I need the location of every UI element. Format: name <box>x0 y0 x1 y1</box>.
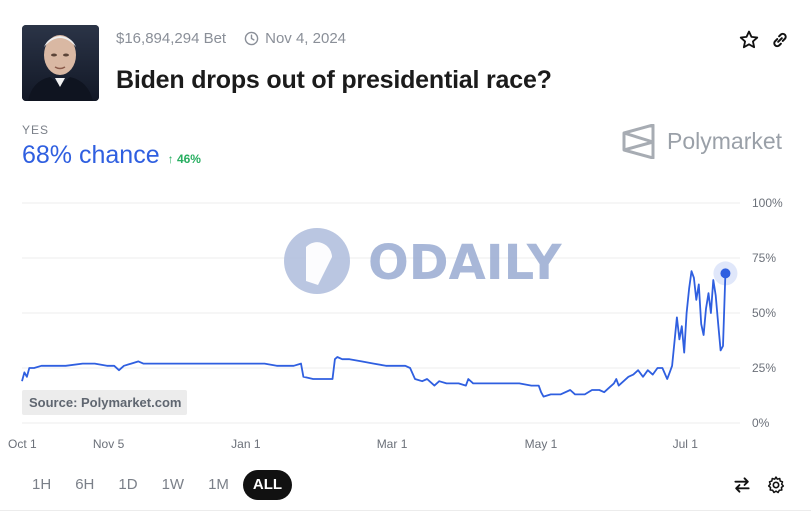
brand-name: Polymarket <box>667 128 783 154</box>
x-tick-label: May 1 <box>525 437 558 451</box>
brand: Polymarket <box>622 124 782 159</box>
y-tick-label: 75% <box>752 251 776 265</box>
x-tick-label: Jul 1 <box>673 437 699 451</box>
series-line <box>21 261 738 398</box>
chance-display: 68% chance ↑ 46% <box>22 141 201 170</box>
star-icon[interactable] <box>738 29 760 51</box>
time-button-1m[interactable]: 1M <box>208 476 229 493</box>
last-point <box>720 268 731 279</box>
x-axis: Oct 1 Nov 5 Jan 1 Mar 1 May 1 Jul 1 <box>8 437 698 451</box>
x-tick-label: Oct 1 <box>8 437 37 451</box>
market-meta: $16,894,294 Bet Nov 4, 2024 <box>116 30 346 47</box>
time-button-1d[interactable]: 1D <box>118 476 138 493</box>
chart-grid <box>22 202 740 424</box>
x-tick-label: Mar 1 <box>377 437 408 451</box>
y-axis: 0% 25% 50% 75% 100% <box>752 196 783 430</box>
time-button-all[interactable]: ALL <box>242 470 293 500</box>
y-tick-label: 25% <box>752 361 776 375</box>
watermark-text: ODAILY <box>368 235 563 291</box>
link-icon[interactable] <box>769 29 791 51</box>
clock-icon <box>244 31 259 46</box>
time-button-6h[interactable]: 6H <box>75 476 95 493</box>
time-range-selector: 1H 6H 1D 1W 1M ALL <box>22 470 296 500</box>
gear-icon[interactable] <box>765 474 787 496</box>
x-tick-label: Nov 5 <box>93 437 125 451</box>
end-date-text: Nov 4, 2024 <box>265 30 346 47</box>
polymarket-logo <box>622 124 655 159</box>
time-button-1w[interactable]: 1W <box>161 476 185 493</box>
source-badge: Source: Polymarket.com <box>22 390 187 415</box>
chance-percent: 68% chance <box>22 141 160 169</box>
portrait-photo <box>22 25 99 101</box>
y-tick-label: 0% <box>752 416 770 430</box>
volume-text: $16,894,294 Bet <box>116 30 227 47</box>
y-tick-label: 100% <box>752 196 783 210</box>
series-path <box>21 270 727 398</box>
outcome-label: YES <box>22 123 50 137</box>
odaily-watermark: ODAILY <box>284 228 563 294</box>
swap-arrows-icon[interactable] <box>731 474 753 496</box>
price-chart: ODAILY Oct 1 Nov 5 Jan 1 Mar 1 May 1 Jul 1 0%… <box>8 196 783 451</box>
time-button-1h[interactable]: 1H <box>32 476 52 493</box>
market-thumbnail <box>22 25 99 101</box>
x-tick-label: Jan 1 <box>231 437 261 451</box>
source-text: Source: Polymarket.com <box>29 395 181 410</box>
market-title: Biden drops out of presidential race? <box>116 66 552 94</box>
divider <box>0 510 811 511</box>
chance-change: ↑ 46% <box>167 152 201 166</box>
y-tick-label: 50% <box>752 306 776 320</box>
